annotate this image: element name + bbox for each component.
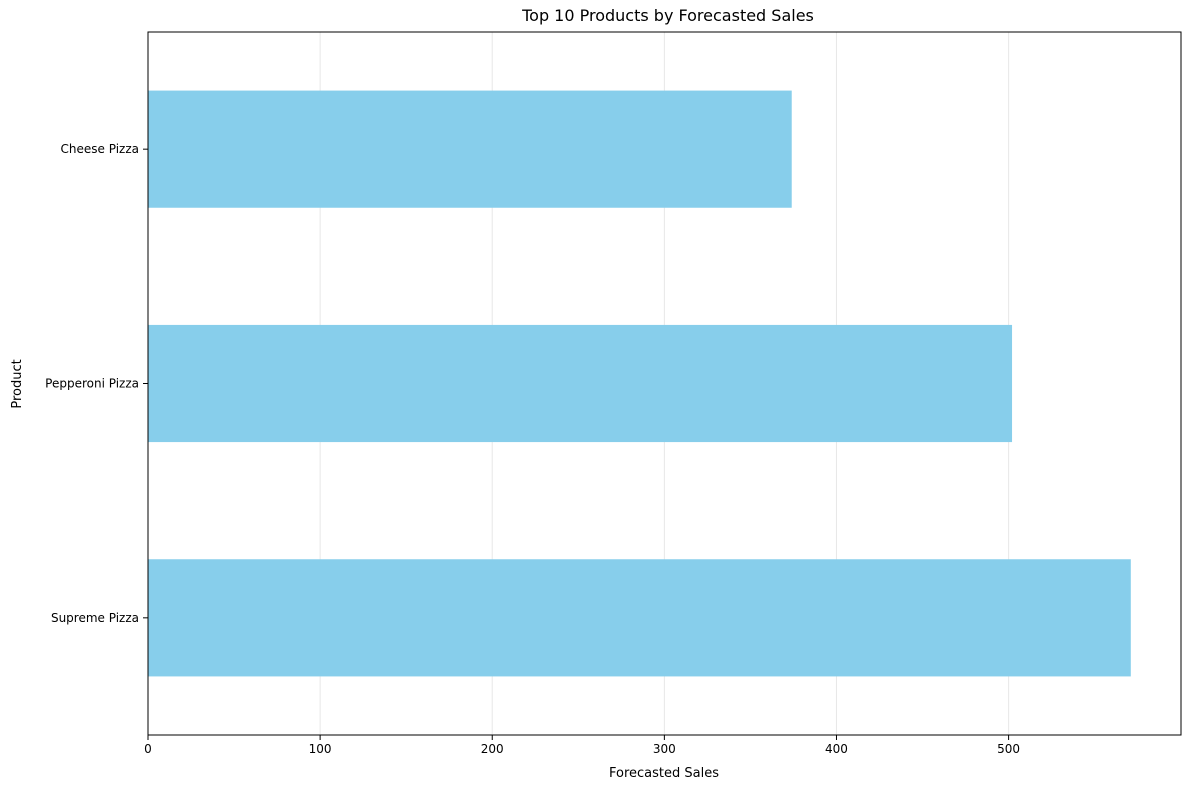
y-axis-ticks: Cheese Pizza Pepperoni Pizza Supreme Pizza	[45, 142, 148, 625]
x-tick-label-5: 500	[997, 742, 1020, 756]
y-tick-label-1: Pepperoni Pizza	[45, 377, 139, 391]
chart-title: Top 10 Products by Forecasted Sales	[521, 6, 814, 25]
x-tick-label-3: 300	[653, 742, 676, 756]
x-tick-label-0: 0	[144, 742, 152, 756]
x-axis-label: Forecasted Sales	[609, 766, 719, 781]
x-tick-label-4: 400	[825, 742, 848, 756]
bar-1	[148, 324, 1013, 443]
y-axis-label: Product	[10, 359, 25, 408]
x-tick-label-2: 200	[481, 742, 504, 756]
bars	[148, 90, 1131, 677]
bar-2	[148, 559, 1131, 677]
y-tick-label-0: Cheese Pizza	[61, 142, 139, 156]
y-tick-label-2: Supreme Pizza	[51, 611, 139, 625]
x-axis-ticks: 0 100 200 300 400 500	[144, 735, 1020, 756]
bar-0	[148, 90, 792, 208]
x-tick-label-1: 100	[309, 742, 332, 756]
